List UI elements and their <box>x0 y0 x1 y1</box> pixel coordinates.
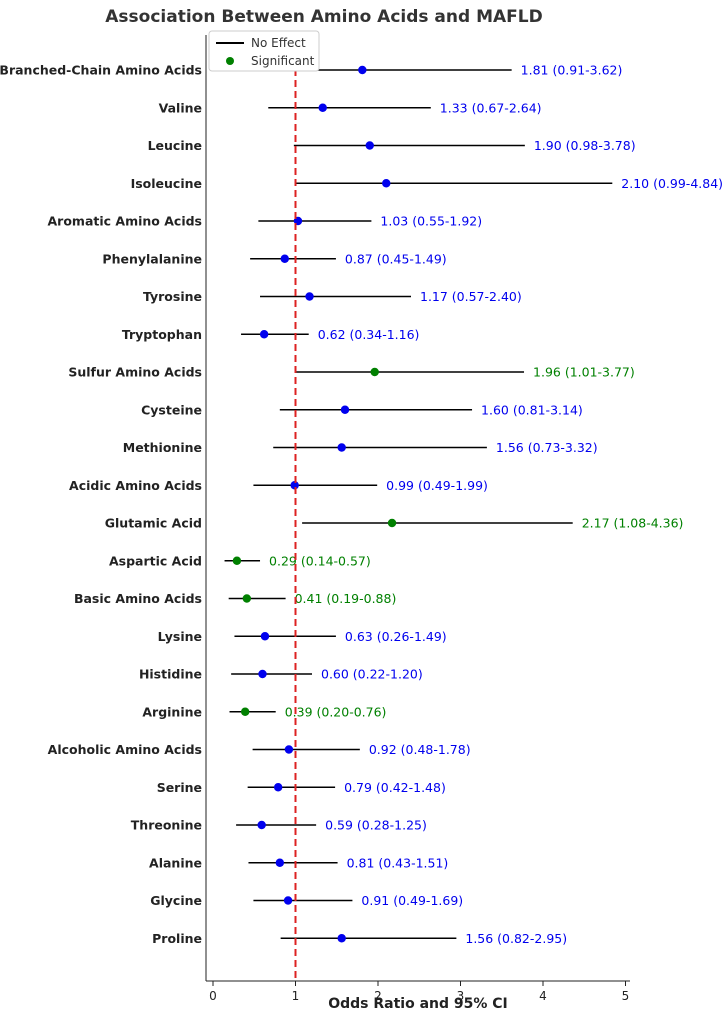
odds-ratio-annotation: 0.39 (0.20-0.76) <box>285 704 387 719</box>
significant-point <box>242 594 252 603</box>
odds-ratio-annotation: 1.96 (1.01-3.77) <box>533 365 635 380</box>
odds-ratio-annotation: 0.81 (0.43-1.51) <box>347 855 449 870</box>
chart-title: Association Between Amino Acids and MAFL… <box>105 7 542 27</box>
odds-ratio-point <box>340 405 350 414</box>
odds-ratio-point <box>259 330 269 339</box>
odds-ratio-annotation: 0.99 (0.49-1.99) <box>386 478 488 493</box>
odds-ratio-annotation: 0.79 (0.42-1.48) <box>344 780 446 795</box>
row-label: Glycine <box>150 893 202 908</box>
odds-ratio-annotation: 1.81 (0.91-3.62) <box>521 63 623 78</box>
odds-ratio-annotation: 2.17 (1.08-4.36) <box>582 516 684 531</box>
x-tick-label: 0 <box>209 989 217 1003</box>
odds-ratio-annotation: 1.56 (0.73-3.32) <box>496 440 598 455</box>
row-label: Threonine <box>131 818 202 833</box>
odds-ratio-point <box>365 141 374 150</box>
row-label: Alcoholic Amino Acids <box>48 742 202 757</box>
row-label: Sulfur Amino Acids <box>68 365 202 380</box>
odds-ratio-point <box>305 292 314 301</box>
legend-entry-significant: Significant <box>251 54 315 68</box>
odds-ratio-point <box>290 481 299 490</box>
legend-entry-no-effect: No Effect <box>251 36 306 50</box>
odds-ratio-annotation: 0.63 (0.26-1.49) <box>345 629 447 644</box>
row-label: Phenylalanine <box>102 251 202 266</box>
x-tick-label: 5 <box>622 989 630 1003</box>
odds-ratio-annotation: 0.59 (0.28-1.25) <box>325 818 427 833</box>
significant-point <box>240 707 250 716</box>
row-label: Aromatic Amino Acids <box>48 214 203 229</box>
row-label: Tyrosine <box>143 289 202 304</box>
odds-ratio-annotation: 0.41 (0.19-0.88) <box>295 591 397 606</box>
odds-ratio-point <box>358 65 367 75</box>
odds-ratio-annotation: 1.56 (0.82-2.95) <box>465 931 567 946</box>
odds-ratio-point <box>257 820 266 830</box>
odds-ratio-annotation: 1.90 (0.98-3.78) <box>534 138 636 153</box>
odds-ratio-point <box>284 745 294 754</box>
row-label: Valine <box>159 100 202 115</box>
x-tick-label: 1 <box>292 989 300 1003</box>
row-label: Histidine <box>139 667 202 682</box>
x-tick-label: 3 <box>457 989 465 1003</box>
row-label: Branched-Chain Amino Acids <box>0 63 202 78</box>
odds-ratio-point <box>280 254 289 263</box>
x-tick-label: 4 <box>539 989 547 1003</box>
row-label: Methionine <box>123 440 202 455</box>
odds-ratio-annotation: 2.10 (0.99-4.84) <box>621 176 723 191</box>
significant-point <box>370 367 379 377</box>
odds-ratio-annotation: 1.60 (0.81-3.14) <box>481 402 583 417</box>
row-label: Cysteine <box>141 402 202 417</box>
x-axis-ticks: 0 1 2 3 4 5 <box>209 981 629 1003</box>
odds-ratio-annotation: 1.17 (0.57-2.40) <box>420 289 522 304</box>
legend: No Effect Significant <box>208 30 320 72</box>
x-tick-label: 2 <box>374 989 382 1003</box>
row-label: Glutamic Acid <box>105 516 202 531</box>
row-label: Leucine <box>148 138 202 153</box>
significant-point <box>387 518 397 528</box>
odds-ratio-annotation: 0.92 (0.48-1.78) <box>369 742 471 757</box>
odds-ratio-annotation: 0.62 (0.34-1.16) <box>318 327 420 342</box>
odds-ratio-point <box>260 632 270 641</box>
row-label: Proline <box>152 931 202 946</box>
odds-ratio-point <box>337 934 346 943</box>
plot-area: Branched-Chain Amino Acids 1.81 (0.91-3.6… <box>0 36 723 980</box>
x-axis-label: Odds Ratio and 95% CI <box>328 996 508 1012</box>
odds-ratio-point <box>258 669 267 679</box>
row-label: Lysine <box>158 629 202 644</box>
odds-ratio-annotation: 0.29 (0.14-0.57) <box>269 553 371 568</box>
legend-box <box>208 30 320 72</box>
row-label: Tryptophan <box>122 327 202 342</box>
row-label: Alanine <box>149 855 202 870</box>
odds-ratio-point <box>275 858 285 867</box>
row-label: Isoleucine <box>131 176 202 191</box>
row-label: Basic Amino Acids <box>74 591 202 606</box>
row-label: Acidic Amino Acids <box>69 478 202 493</box>
odds-ratio-point <box>283 896 293 905</box>
odds-ratio-annotation: 0.60 (0.22-1.20) <box>321 667 423 682</box>
odds-ratio-point <box>273 783 283 792</box>
odds-ratio-annotation: 1.33 (0.67-2.64) <box>440 100 542 115</box>
odds-ratio-annotation: 0.87 (0.45-1.49) <box>345 251 447 266</box>
odds-ratio-point <box>337 443 346 452</box>
odds-ratio-point <box>382 179 391 188</box>
legend-dot-swatch <box>226 57 234 65</box>
row-label: Arginine <box>142 704 202 719</box>
row-label: Aspartic Acid <box>109 553 202 568</box>
row-label: Serine <box>157 780 202 795</box>
odds-ratio-annotation: 1.03 (0.55-1.92) <box>380 214 482 229</box>
odds-ratio-annotation: 0.91 (0.49-1.69) <box>361 893 463 908</box>
significant-point <box>232 556 242 565</box>
odds-ratio-point <box>318 103 327 112</box>
